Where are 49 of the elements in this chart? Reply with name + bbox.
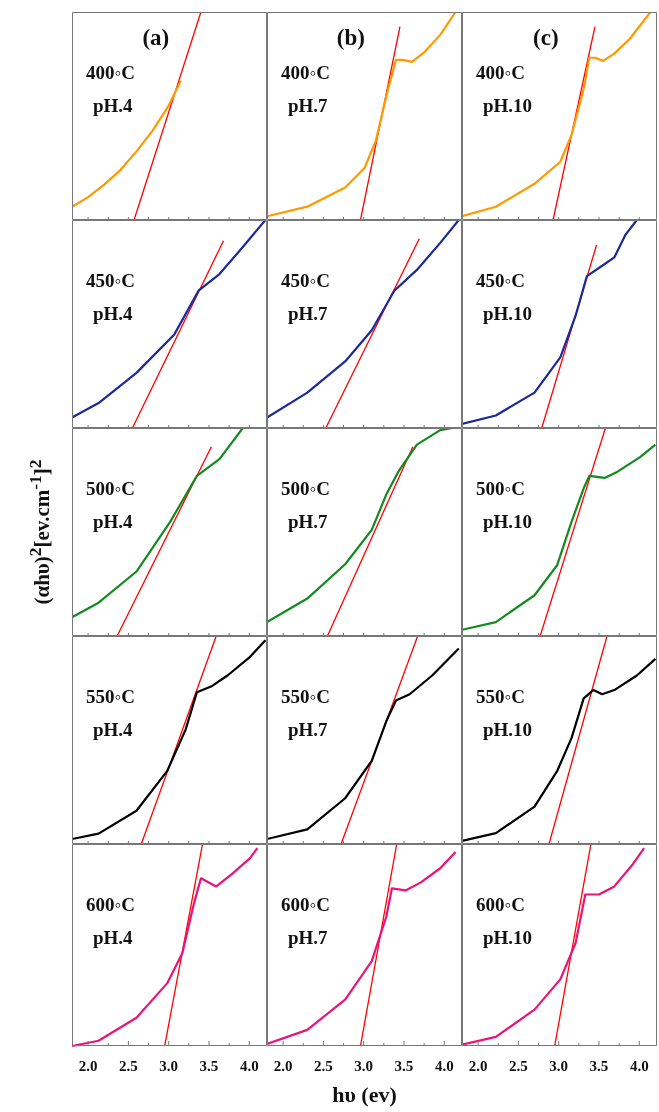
annotation: pH.4 [93,926,134,948]
x-tick-label: 2.0 [273,1057,293,1074]
x-tick-label: 2.5 [509,1057,528,1074]
x-tick-label: 4.0 [629,1057,649,1074]
annotation: 550◦C [476,685,525,707]
annotation: 400◦C [281,61,330,83]
x-tick-label: 3.0 [549,1057,569,1074]
annotation: 550◦C [86,685,135,707]
annotation: pH.4 [93,94,134,116]
annotation: pH.7 [288,718,329,740]
annotation: pH.7 [288,926,329,948]
annotation: 400◦C [476,61,525,83]
x-tick-label: 2.0 [78,1057,98,1074]
annotation: 550◦C [281,685,330,707]
annotation: 500◦C [281,477,330,499]
text: (b) [336,24,365,50]
annotation: pH.7 [288,302,329,324]
annotation: pH.10 [483,926,533,948]
annotation: 600◦C [86,893,135,915]
x-tick-label: 3.5 [199,1057,219,1074]
text: (a) [142,24,170,50]
x-tick-label: 4.0 [434,1057,454,1074]
annotation: pH.4 [93,510,134,532]
x-axis-title: hυ (ev) [331,1082,398,1108]
x-tick-label: 3.5 [394,1057,414,1074]
annotation: pH.10 [483,302,533,324]
annotation: pH.10 [483,94,533,116]
annotation: pH.4 [93,718,134,740]
annotation: pH.7 [288,510,329,532]
x-tick-label: 2.5 [119,1057,138,1074]
annotation: pH.10 [483,510,533,532]
annotation: 450◦C [86,269,135,291]
annotation: pH.4 [93,302,134,324]
annotation: 450◦C [476,269,525,291]
annotation: 600◦C [281,893,330,915]
x-tick-label: 2.5 [314,1057,333,1074]
x-tick-label: 2.0 [468,1057,488,1074]
annotation: 500◦C [476,477,525,499]
x-tick-label: 4.0 [239,1057,259,1074]
annotation: pH.10 [483,718,533,740]
x-tick-label: 3.0 [354,1057,374,1074]
annotation: 400◦C [86,61,135,83]
annotation: 600◦C [476,893,525,915]
x-tick-label: 3.5 [589,1057,609,1074]
annotation: 500◦C [86,477,135,499]
annotation: pH.7 [288,94,329,116]
annotation: 450◦C [281,269,330,291]
x-tick-label: 3.0 [159,1057,179,1074]
text: (c) [533,24,559,50]
